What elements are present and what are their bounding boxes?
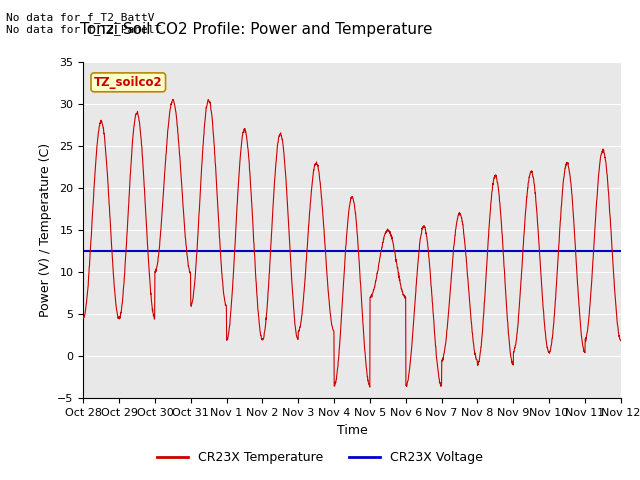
Text: TZ_soilco2: TZ_soilco2 (94, 76, 163, 89)
Text: No data for f_T2_BattV: No data for f_T2_BattV (6, 12, 155, 23)
X-axis label: Time: Time (337, 424, 367, 437)
Text: Tonzi Soil CO2 Profile: Power and Temperature: Tonzi Soil CO2 Profile: Power and Temper… (80, 22, 432, 36)
Y-axis label: Power (V) / Temperature (C): Power (V) / Temperature (C) (38, 144, 52, 317)
Legend: CR23X Temperature, CR23X Voltage: CR23X Temperature, CR23X Voltage (152, 446, 488, 469)
Text: No data for f_T2_PanelT: No data for f_T2_PanelT (6, 24, 162, 35)
